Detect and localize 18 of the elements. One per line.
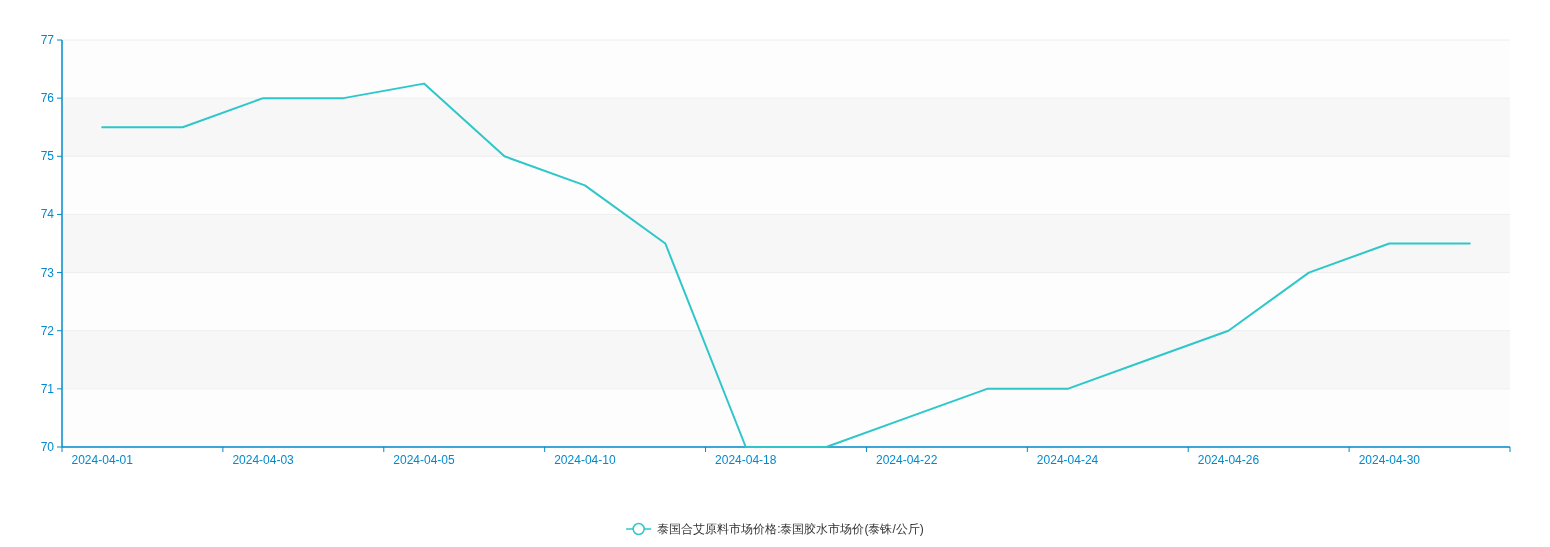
x-tick-label: 2024-04-01 [71,453,134,467]
legend: 泰国合艾原料市场价格:泰国胶水市场价(泰铢/公斤) [625,522,924,536]
y-tick-label: 70 [40,440,55,454]
x-tick-label: 2024-04-30 [1358,453,1421,467]
x-tick-label: 2024-04-24 [1036,453,1099,467]
y-tick-label: 71 [40,381,55,396]
x-tick-label: 2024-04-03 [232,453,295,467]
x-tick-label: 2024-04-22 [875,453,938,467]
y-tick-label: 73 [40,265,55,280]
x-tick-label: 2024-04-26 [1197,453,1260,467]
x-tick-label: 2024-04-10 [554,453,616,467]
y-tick-label: 75 [40,149,55,164]
y-tick-label: 74 [40,207,55,222]
y-tick-label: 76 [40,91,55,106]
x-tick-label: 2024-04-18 [715,453,777,467]
x-tick-label: 2024-04-05 [393,453,456,467]
y-tick-label: 77 [40,33,55,47]
y-tick-label: 72 [40,323,55,338]
